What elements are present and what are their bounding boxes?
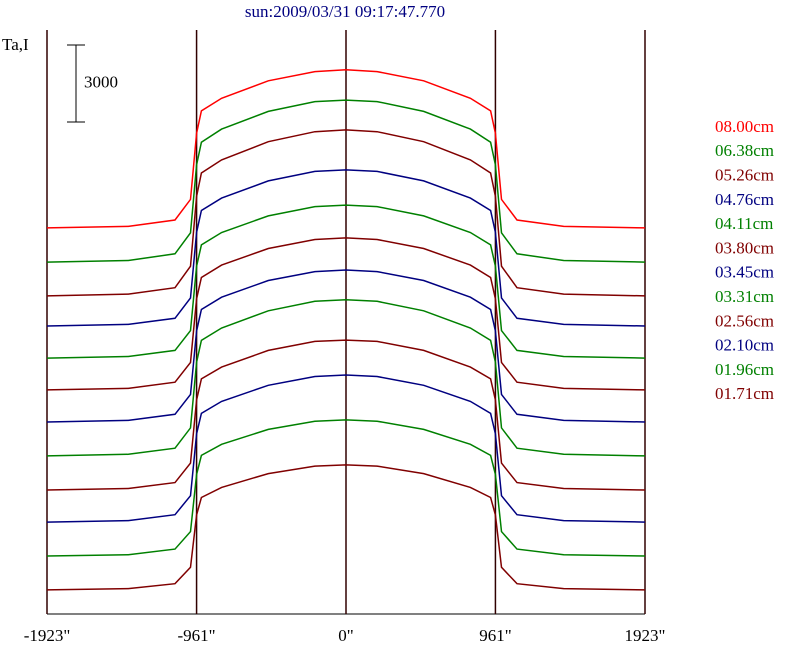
legend-label: 08.00cm: [715, 117, 774, 136]
x-tick-label: 0": [338, 626, 353, 645]
x-tick-label: 1923": [625, 626, 666, 645]
legend-label: 02.56cm: [715, 311, 774, 330]
series-line: [46, 269, 646, 423]
series-line: [46, 419, 646, 557]
legend-label: 01.71cm: [715, 384, 774, 403]
series-line: [46, 129, 646, 297]
series-line: [46, 204, 646, 359]
legend-label: 02.10cm: [715, 336, 774, 355]
x-tick-label: -961": [178, 626, 216, 645]
series-line: [46, 339, 646, 491]
series-line: [46, 374, 646, 523]
chart-title: sun:2009/03/31 09:17:47.770: [245, 2, 445, 21]
series-line: [46, 169, 646, 327]
series-line: [46, 69, 646, 229]
legend-label: 06.38cm: [715, 141, 774, 160]
series-line: [46, 299, 646, 457]
legend-label: 03.45cm: [715, 263, 774, 282]
series-line: [46, 237, 646, 391]
series-line: [46, 99, 646, 263]
y-axis-label: Ta,I: [2, 35, 29, 54]
legend-label: 03.31cm: [715, 287, 774, 306]
x-tick-label: 961": [479, 626, 511, 645]
x-tick-label: -1923": [24, 626, 71, 645]
legend-label: 04.11cm: [715, 214, 773, 233]
legend-label: 05.26cm: [715, 166, 774, 185]
legend-label: 03.80cm: [715, 238, 774, 257]
series-line: [46, 464, 646, 591]
legend-label: 04.76cm: [715, 190, 774, 209]
scale-bar-label: 3000: [84, 72, 118, 91]
legend-label: 01.96cm: [715, 360, 774, 379]
